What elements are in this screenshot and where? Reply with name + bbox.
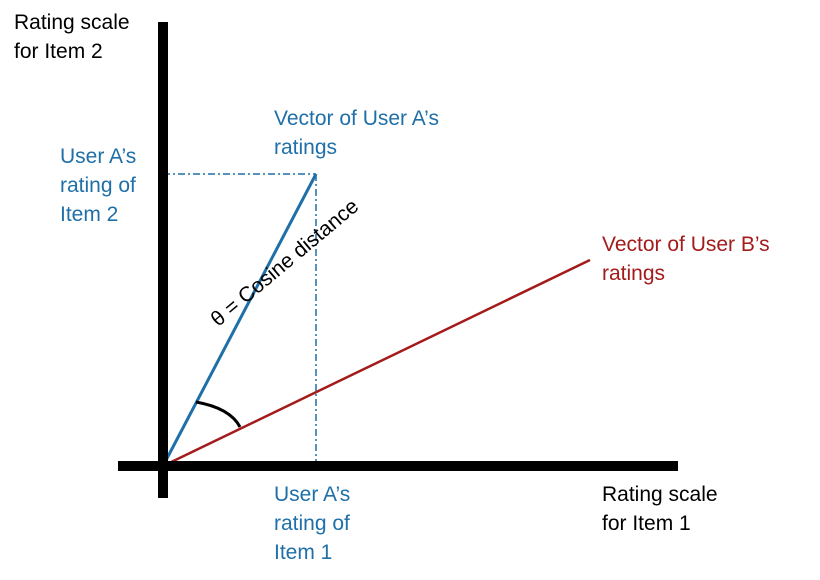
x-axis-label: Rating scale for Item 1 <box>602 480 718 538</box>
y-axis-label-line2: for Item 2 <box>14 40 103 63</box>
vector-a-label: Vector of User A’s ratings <box>274 104 439 162</box>
user-a-item1-line2: rating of <box>274 512 350 535</box>
user-a-item2-line3: Item 2 <box>60 203 119 226</box>
x-axis-label-line1: Rating scale <box>602 483 718 506</box>
y-axis-label-line1: Rating scale <box>14 11 130 34</box>
vector-a-label-line2: ratings <box>274 136 338 159</box>
user-a-item1-line3: Item 1 <box>274 541 333 564</box>
vector-a-label-line1: Vector of User A’s <box>274 107 439 130</box>
user-a-item2-line1: User A’s <box>60 145 137 168</box>
user-a-item2-rating-label: User A’s rating of Item 2 <box>60 142 136 229</box>
user-a-item1-line1: User A’s <box>274 483 351 506</box>
vector-user-b <box>162 258 591 468</box>
vector-b-label-line2: ratings <box>602 262 666 285</box>
angle-arc <box>195 400 242 428</box>
x-axis-label-line2: for Item 1 <box>602 512 691 535</box>
vector-user-a <box>161 173 318 467</box>
y-axis-label: Rating scale for Item 2 <box>14 8 130 66</box>
vector-b-label: Vector of User B’s ratings <box>602 230 770 288</box>
user-a-item2-line2: rating of <box>60 174 136 197</box>
vector-b-label-line1: Vector of User B’s <box>602 233 770 256</box>
user-a-item1-rating-label: User A’s rating of Item 1 <box>274 480 350 567</box>
